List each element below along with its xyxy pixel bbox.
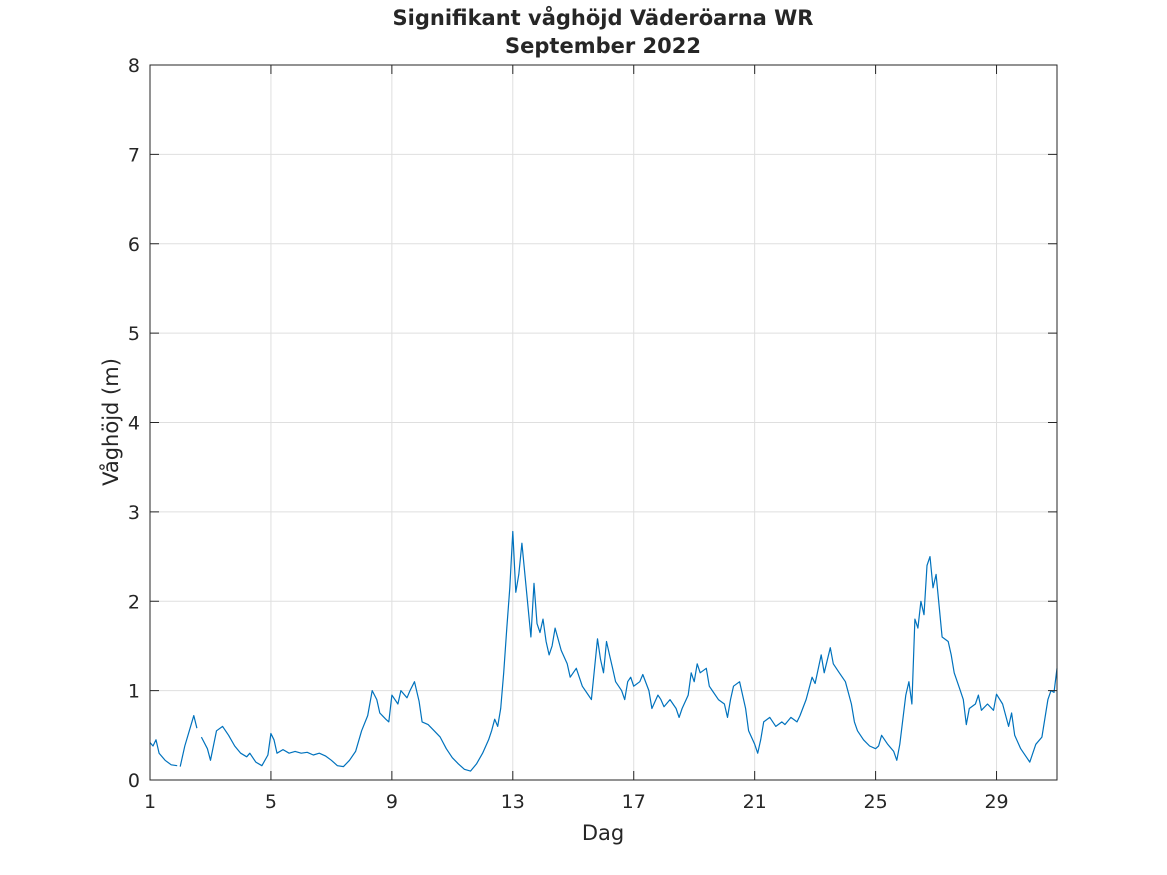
x-tick-label: 13 <box>501 791 525 813</box>
y-tick-label: 5 <box>128 323 140 345</box>
x-tick-label: 17 <box>622 791 646 813</box>
series-group <box>149 530 1058 772</box>
x-tick-label: 29 <box>984 791 1008 813</box>
y-tick-labels: 0 1 2 3 4 5 6 7 8 <box>128 55 140 792</box>
x-tick-label: 1 <box>144 791 156 813</box>
chart-title: Signifikant våghöjd Väderöarna WR <box>393 5 814 30</box>
x-tick-label: 25 <box>864 791 888 813</box>
series-line <box>149 530 1058 772</box>
y-tick-label: 0 <box>128 770 140 792</box>
x-tick-label: 21 <box>743 791 767 813</box>
y-tick-label: 7 <box>128 144 140 166</box>
y-axis-label: Våghöjd (m) <box>98 358 123 486</box>
x-tick-label: 9 <box>386 791 398 813</box>
y-tick-label: 4 <box>128 413 140 435</box>
y-tick-label: 6 <box>128 234 140 256</box>
x-axis-label: Dag <box>582 821 624 845</box>
y-tick-label: 2 <box>128 591 140 613</box>
y-tick-label: 1 <box>128 681 140 703</box>
chart-subtitle: September 2022 <box>505 34 701 58</box>
y-tick-label: 8 <box>128 55 140 77</box>
x-tick-labels: 1 5 9 13 17 21 25 29 <box>144 791 1009 813</box>
tick-marks <box>149 64 1057 781</box>
y-tick-label: 3 <box>128 502 140 524</box>
x-tick-label: 5 <box>265 791 277 813</box>
